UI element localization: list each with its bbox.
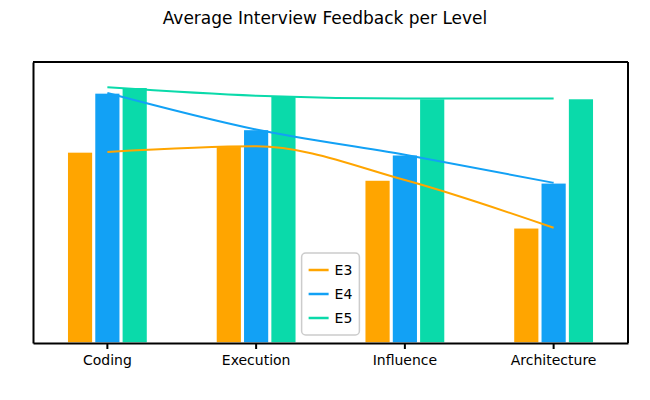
bar xyxy=(95,93,121,343)
plot-area xyxy=(67,87,594,343)
legend-label: E3 xyxy=(335,262,353,278)
bar-series xyxy=(95,93,567,343)
series-line xyxy=(107,93,553,183)
legend-handle xyxy=(309,317,329,320)
bar-series xyxy=(122,87,594,343)
x-tick-mark xyxy=(106,343,108,349)
bar xyxy=(568,99,594,343)
bar xyxy=(67,152,93,343)
frame-right xyxy=(627,62,629,343)
x-tick-label: Execution xyxy=(222,352,291,368)
x-tick-label: Influence xyxy=(373,352,438,368)
bar xyxy=(122,87,148,343)
bar xyxy=(243,129,269,343)
x-tick-mark xyxy=(553,343,555,349)
x-tick: Execution xyxy=(222,343,291,368)
y-axis xyxy=(33,63,34,344)
x-tick-mark xyxy=(404,343,406,349)
x-tick: Coding xyxy=(83,343,132,368)
chart-container: Average Interview Feedback per Level Codi… xyxy=(0,0,650,400)
x-axis: Coding Execution Influence Architecture xyxy=(34,343,629,368)
legend-label: E5 xyxy=(335,310,353,326)
bar xyxy=(513,228,539,343)
x-tick-mark xyxy=(255,343,257,349)
x-tick-label: Coding xyxy=(83,352,132,368)
y-axis-line xyxy=(33,63,35,344)
legend-handle xyxy=(309,269,329,272)
chart-title: Average Interview Feedback per Level xyxy=(163,8,488,28)
legend: E3 E4 E5 xyxy=(302,253,360,335)
x-tick-label: Architecture xyxy=(511,352,597,368)
bar xyxy=(216,146,242,343)
legend-box xyxy=(302,253,360,335)
series-line xyxy=(107,146,553,227)
frame-top xyxy=(33,61,628,63)
x-axis-line xyxy=(34,343,629,345)
series-line xyxy=(107,87,553,98)
bar xyxy=(541,183,567,343)
legend-handle xyxy=(309,293,329,296)
x-tick: Architecture xyxy=(511,343,597,368)
legend-label: E4 xyxy=(335,286,353,302)
chart-svg: Average Interview Feedback per Level Codi… xyxy=(0,0,650,400)
bar xyxy=(419,99,445,343)
bar xyxy=(365,180,391,343)
x-tick: Influence xyxy=(373,343,438,368)
